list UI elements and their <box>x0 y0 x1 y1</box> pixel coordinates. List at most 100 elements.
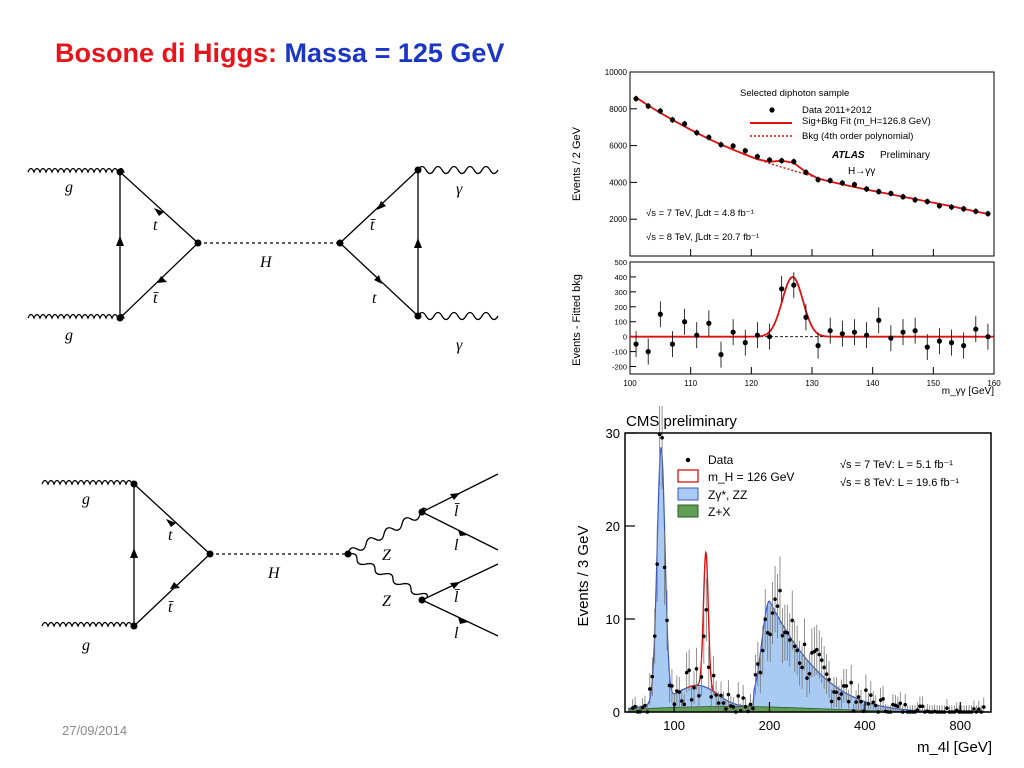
atlas-status: Preliminary <box>880 150 930 161</box>
cms-data-point <box>829 699 834 704</box>
cms-data-point <box>677 690 682 694</box>
label-gamma-bottom: γ <box>456 337 463 354</box>
legend-signal: m_H = 126 GeV <box>708 470 794 484</box>
title-part1: Bosone di Higgs: <box>55 38 277 68</box>
label-g-top: g <box>82 491 90 508</box>
atlas-residual-point <box>900 329 906 335</box>
atlas-residual-point <box>730 329 736 335</box>
cms-data-point <box>751 706 755 711</box>
cms-data-point <box>702 634 706 639</box>
legend-data-marker <box>685 457 691 463</box>
cms-data-point <box>643 703 647 708</box>
atlas-xtick-label: 140 <box>866 379 880 388</box>
cms-ytick-label: 20 <box>606 519 620 534</box>
vertex <box>414 312 422 320</box>
atlas-residual-point <box>633 341 639 347</box>
atlas-data-point <box>839 180 845 186</box>
atlas-residual-point <box>851 329 858 335</box>
cms-data-point <box>898 701 903 706</box>
cms-data-point <box>655 562 660 567</box>
atlas-data-point <box>815 177 821 183</box>
cms-data-point <box>837 696 841 701</box>
vertex <box>194 239 202 247</box>
atlas-data-point <box>924 198 930 205</box>
atlas-ytick-label: -100 <box>612 348 627 357</box>
atlas-residual-point <box>742 340 748 346</box>
cms-data-point <box>915 708 920 712</box>
z-boson-line-bottom <box>347 552 428 599</box>
vertex <box>414 166 422 174</box>
atlas-ytick-label: 4000 <box>609 178 627 187</box>
label-g-top: g <box>65 179 73 196</box>
label-g-bottom: g <box>82 637 90 654</box>
cms-data-point <box>758 670 763 675</box>
atlas-xtick-label: 130 <box>805 379 819 388</box>
atlas-residual-point <box>766 334 773 340</box>
atlas-data-point <box>718 142 724 148</box>
atlas-data-point <box>888 190 894 197</box>
atlas-experiment: ATLAS <box>831 150 865 161</box>
atlas-residual-point <box>803 314 809 320</box>
arrow-right-lower <box>374 275 382 284</box>
cms-data-point <box>736 694 741 698</box>
cms-xtick-label: 400 <box>854 718 876 733</box>
atlas-residual-point <box>815 343 821 349</box>
cms-lumi-8tev: √s = 8 TeV: L = 19.6 fb⁻¹ <box>840 477 959 489</box>
atlas-residual-point <box>936 338 942 344</box>
atlas-channel: H→γγ <box>848 166 875 177</box>
atlas-residual-point <box>912 328 918 334</box>
atlas-residual-point <box>864 332 870 338</box>
cms-data-point <box>854 700 858 704</box>
cms-data-point <box>881 697 885 701</box>
atlas-data-point <box>669 117 676 123</box>
vertex <box>130 480 138 488</box>
cms-data-point <box>756 662 760 666</box>
cms-data-point <box>839 692 844 696</box>
cms-data-point <box>792 644 797 649</box>
cms-data-point <box>726 692 731 697</box>
atlas-ytick-label: 400 <box>614 273 627 282</box>
atlas-ytick-label: 500 <box>614 258 627 267</box>
arrow-right-upper <box>377 201 386 210</box>
cms-data-point <box>780 633 785 638</box>
atlas-residual-point <box>694 332 700 338</box>
vertex <box>418 508 426 516</box>
atlas-legend-title: Selected diphoton sample <box>740 88 849 99</box>
atlas-data-point <box>936 203 942 209</box>
arrow-vertical <box>116 236 124 246</box>
cms-data-point <box>824 672 829 676</box>
cms-data-point <box>692 685 696 690</box>
cms-xtick-label: 100 <box>663 718 685 733</box>
cms-4l-plot: CMS preliminary 0 10 20 30 100 200 400 800 Even… <box>568 406 1008 764</box>
cms-data-point <box>873 703 878 708</box>
cms-data-point <box>834 690 839 695</box>
cms-data-point <box>687 668 691 673</box>
feynman-diagram-gg-h-zz: g g t t̄ H Z Z l̄ l l̄ l <box>41 473 499 654</box>
label-lbar-bottom: l̄ <box>454 589 460 606</box>
label-t-right: t <box>372 290 377 307</box>
cms-data-point <box>682 702 687 707</box>
label-l-bottom: l <box>454 625 459 642</box>
label-Z-top: Z <box>382 547 392 564</box>
cms-ylabel: Events / 3 GeV <box>575 526 592 627</box>
arrow-upper <box>154 208 164 216</box>
arrow-vertical <box>130 548 138 558</box>
atlas-xtick-label: 110 <box>684 379 697 388</box>
cms-data-point <box>871 700 876 705</box>
legend-zx-swatch <box>677 504 699 518</box>
cms-data-point <box>689 697 694 702</box>
arrow-lepton <box>450 582 460 589</box>
cms-data-point <box>920 704 925 709</box>
cms-data-point <box>822 665 826 670</box>
atlas-lumi-8tev: √s = 8 TeV, ∫Ldt = 20.7 fb⁻¹ <box>646 232 759 243</box>
atlas-residual-point <box>985 334 991 340</box>
gluon-line-bottom <box>41 621 134 628</box>
atlas-data-point <box>706 134 712 140</box>
cms-data-point <box>648 687 652 691</box>
cms-data-point <box>633 704 637 709</box>
label-tbar: t̄ <box>153 290 159 307</box>
atlas-data-point <box>742 148 748 154</box>
cms-data-point <box>802 642 807 647</box>
atlas-xtick-label: 100 <box>623 379 637 388</box>
cms-data-point <box>706 665 711 670</box>
